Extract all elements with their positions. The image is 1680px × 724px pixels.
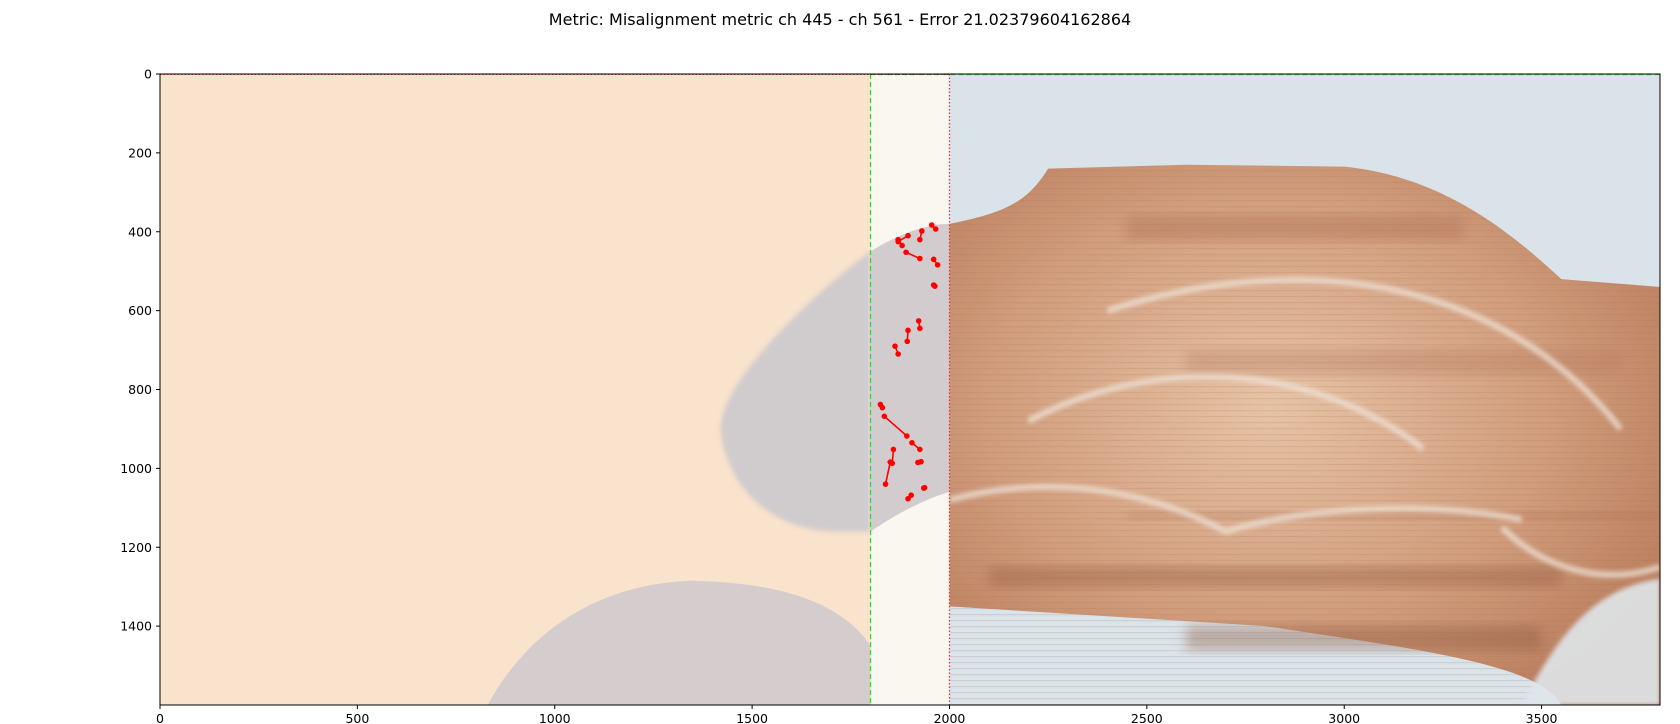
y-tick-label: 400	[128, 224, 152, 239]
misalignment-vector-14	[882, 459, 894, 487]
vector-end-point	[932, 283, 938, 289]
vector-start-point	[930, 256, 937, 263]
x-tick-label: 500	[345, 711, 369, 724]
vector-start-point	[887, 459, 894, 465]
misalignment-vector-5	[930, 256, 941, 268]
vector-line	[884, 461, 892, 485]
misalignment-vector-7	[915, 318, 923, 332]
vector-end-point	[895, 351, 901, 357]
y-tick-label: 1200	[120, 540, 152, 555]
vector-end-point	[934, 262, 941, 268]
misalignment-vector-6	[930, 282, 938, 289]
vector-start-point	[915, 318, 922, 324]
vector-start-point	[881, 413, 888, 420]
y-tick-label: 0	[144, 67, 152, 82]
vector-end-point	[908, 492, 914, 498]
vector-end-point	[917, 255, 923, 262]
y-tick-label: 200	[128, 145, 152, 160]
y-axis: 0 200 400 600 800 1000 1200 1400	[120, 67, 160, 634]
vector-end-point	[919, 228, 925, 234]
misalignment-vector-15	[915, 458, 924, 466]
misalignment-vector-17	[921, 484, 928, 491]
x-tick-label: 2500	[1131, 711, 1163, 724]
y-tick-label: 1400	[120, 619, 152, 634]
misalignment-vector-11	[881, 413, 910, 439]
vector-end-point	[895, 236, 901, 243]
vector-start-point	[899, 242, 905, 249]
x-axis: 0 500 1000 1500 2000 2500 3000 3500	[156, 705, 1558, 724]
x-tick-label: 1500	[736, 711, 768, 724]
x-tick-label: 2000	[934, 711, 966, 724]
y-tick-label: 1000	[120, 461, 152, 476]
x-tick-label: 3000	[1328, 711, 1360, 724]
misalignment-vector-4	[903, 249, 923, 262]
y-tick-label: 600	[128, 303, 152, 318]
vector-start-point	[917, 236, 923, 243]
vector-end-point	[879, 404, 886, 411]
misalignment-vector-10	[877, 401, 886, 411]
x-tick-label: 1000	[539, 711, 571, 724]
vector-end-point	[904, 338, 911, 345]
chart-title: Metric: Misalignment metric ch 445 - ch …	[548, 10, 1132, 29]
misalignment-markers	[877, 222, 941, 502]
y-tick-label: 800	[128, 382, 152, 397]
x-tick-label: 0	[156, 711, 164, 724]
vector-end-point	[918, 458, 924, 465]
misalignment-vector-3	[928, 222, 939, 232]
vector-start-point	[892, 343, 898, 349]
vector-start-point	[890, 446, 897, 453]
vector-end-point	[905, 232, 911, 239]
misalignment-vector-8	[904, 327, 911, 345]
vector-end-point	[917, 325, 923, 332]
misalignment-vector-9	[892, 343, 901, 357]
vector-end-point	[932, 226, 939, 232]
left-tissue	[487, 251, 871, 705]
overlap-tissue	[870, 223, 950, 532]
vector-end-point	[921, 484, 928, 491]
misalignment-vector-16	[905, 492, 914, 502]
vector-end-point	[917, 446, 923, 453]
right-tissue	[948, 164, 1660, 705]
misalignment-vector-2	[917, 228, 925, 243]
misalignment-vector-12	[909, 439, 923, 453]
vector-start-point	[903, 249, 909, 256]
vector-start-point	[928, 222, 935, 228]
x-tick-label: 3500	[1526, 711, 1558, 724]
vector-line	[883, 415, 908, 437]
vector-start-point	[909, 439, 915, 446]
plot-area	[160, 74, 1660, 705]
vector-start-point	[905, 327, 911, 334]
vector-end-point	[882, 481, 889, 487]
vector-end-point	[904, 433, 910, 439]
misalignment-vector-1	[895, 236, 905, 249]
